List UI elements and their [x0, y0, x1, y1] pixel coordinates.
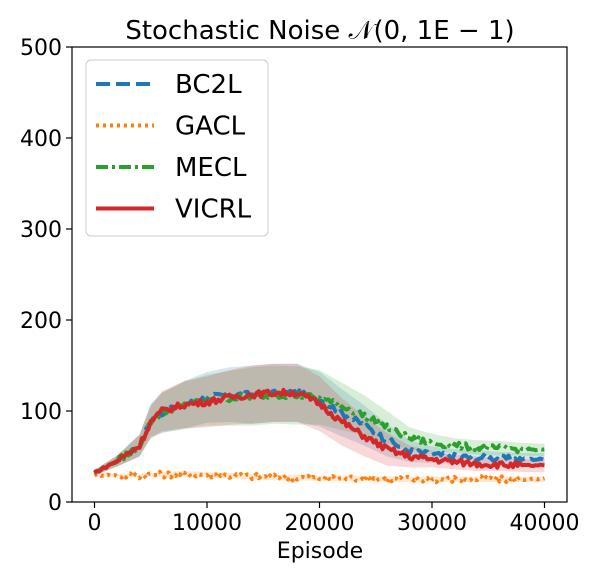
line-gacl [93, 469, 546, 485]
legend-label-bc2l: BC2L [175, 70, 242, 100]
x-axis-label: Episode [277, 539, 363, 564]
x-tick-label: 30000 [397, 511, 467, 536]
legend-box [85, 59, 269, 237]
legend-label-vicrl: VICRL [175, 195, 252, 225]
band-mecl [94, 365, 545, 476]
legend-label-gacl: GACL [175, 112, 246, 142]
y-tick-label: 200 [20, 309, 62, 334]
confidence-bands [94, 363, 545, 482]
y-tick-label: 0 [48, 491, 62, 516]
y-tick-label: 300 [20, 218, 62, 243]
y-axis-ticks: 0 100 200 300 400 500 [20, 36, 72, 516]
line-vicrl [93, 387, 545, 475]
band-bc2l [94, 363, 545, 476]
y-tick-label: 400 [20, 127, 62, 152]
x-tick-label: 0 [88, 511, 102, 536]
y-tick-label: 500 [20, 36, 62, 61]
line-bc2l [93, 387, 546, 474]
legend-label-mecl: MECL [175, 153, 247, 183]
x-tick-label: 40000 [510, 511, 580, 536]
legend: BC2L GACL MECL VICRL [85, 59, 269, 237]
band-vicrl [94, 363, 545, 476]
x-axis-ticks: 0 10000 20000 30000 40000 [88, 502, 580, 536]
chart-title: Stochastic Noise 𝒩(0, 1E − 1) [125, 16, 514, 46]
series-lines [93, 387, 546, 485]
y-tick-label: 100 [20, 400, 62, 425]
x-tick-label: 10000 [172, 511, 242, 536]
x-tick-label: 20000 [285, 511, 355, 536]
